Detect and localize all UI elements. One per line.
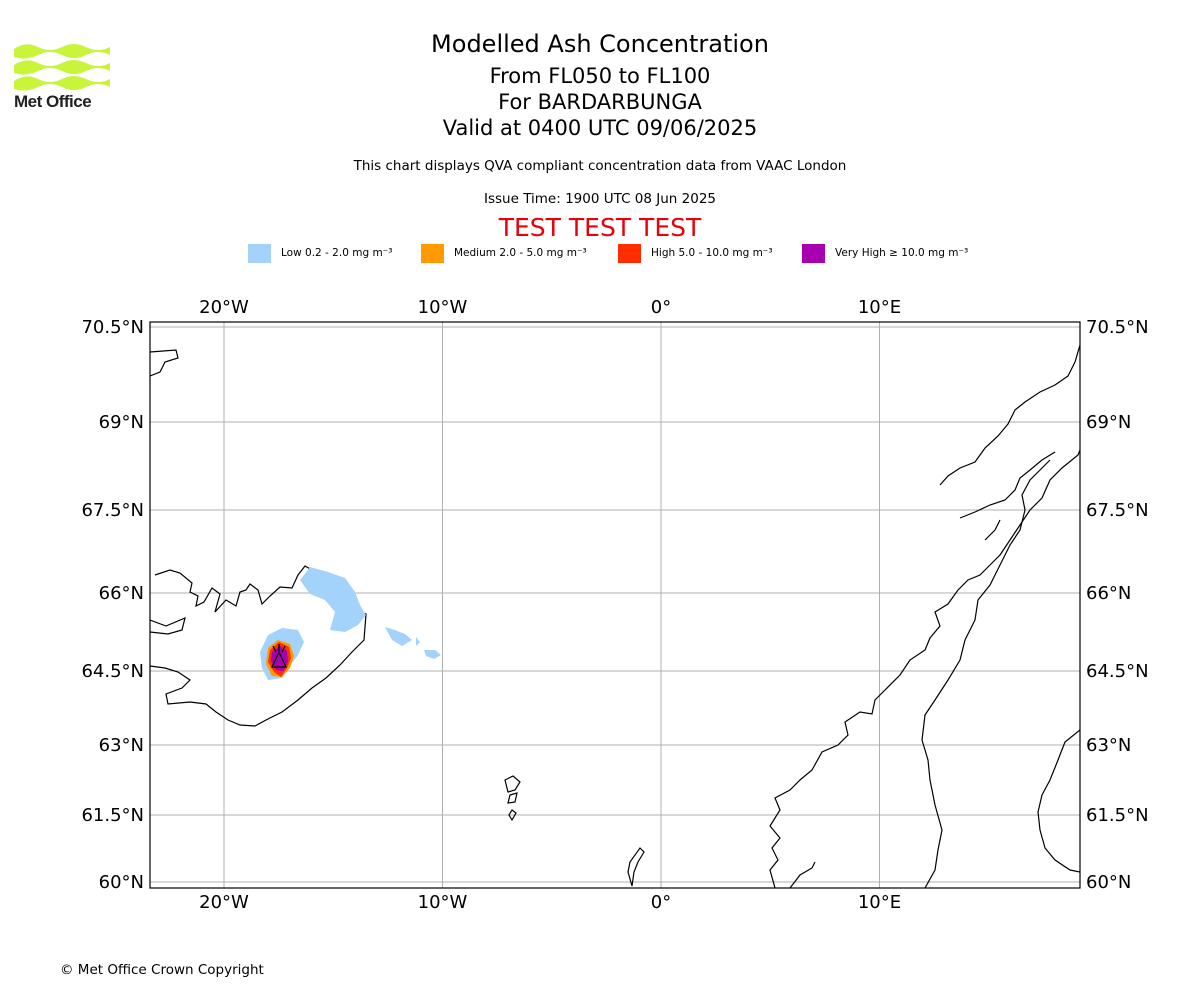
lat-tick-label-left: 64.5°N	[81, 661, 144, 682]
legend-label-medium: Medium 2.0 - 5.0 mg m⁻³	[454, 247, 587, 259]
greenland-coast	[150, 349, 179, 377]
lat-tick-label-right: 63°N	[1086, 735, 1131, 756]
lon-tick-label-top: 10°E	[858, 297, 901, 318]
ash-polygons	[260, 567, 441, 680]
lon-tick-label-top: 0°	[651, 297, 671, 318]
lat-tick-label-right: 69°N	[1086, 412, 1131, 433]
legend-label-very-high: Very High ≥ 10.0 mg m⁻³	[835, 247, 969, 259]
lat-tick-label-left: 63°N	[99, 735, 144, 756]
legend-label-high: High 5.0 - 10.0 mg m⁻³	[651, 247, 773, 259]
lat-tick-label-right: 70.5°N	[1086, 317, 1149, 338]
lat-tick-label-left: 61.5°N	[81, 805, 144, 826]
sweden-border	[921, 459, 1051, 888]
axis-tick-labels: 20°W 20°W 10°W 10°W 0° 0° 10°E 10°E 70.5°N 70.5°N…	[81, 297, 1148, 913]
lat-tick-label-right: 64.5°N	[1086, 661, 1149, 682]
legend-label-low: Low 0.2 - 2.0 mg m⁻³	[281, 247, 393, 259]
ash-low-east-patch	[385, 627, 412, 646]
valid-time: Valid at 0400 UTC 09/06/2025	[442, 116, 758, 140]
legend-item-high: High 5.0 - 10.0 mg m⁻³	[618, 243, 773, 263]
chart-title: Modelled Ash Concentration	[431, 30, 769, 58]
ash-low-north-plume	[300, 567, 366, 632]
test-banner: TEST TEST TEST	[498, 213, 702, 242]
map-background	[150, 322, 1080, 888]
lon-tick-label-bottom: 20°W	[199, 892, 249, 913]
legend-swatch-low	[248, 243, 271, 263]
legend-swatch-high	[618, 243, 641, 263]
legend-item-low: Low 0.2 - 2.0 mg m⁻³	[248, 243, 392, 263]
lat-tick-label-right: 61.5°N	[1086, 805, 1149, 826]
faroe-islands-coast	[504, 775, 521, 793]
volcano-name: For BARDARBUNGA	[498, 90, 702, 114]
lon-tick-label-top: 10°W	[418, 297, 468, 318]
legend-item-medium: Medium 2.0 - 5.0 mg m⁻³	[421, 243, 587, 263]
legend-swatch-medium	[421, 243, 444, 263]
lon-tick-label-bottom: 10°E	[858, 892, 901, 913]
lat-tick-label-left: 67.5°N	[81, 500, 144, 521]
ash-very-high	[271, 646, 288, 671]
issue-time: Issue Time: 1900 UTC 08 Jun 2025	[484, 191, 716, 207]
lat-tick-label-right: 60°N	[1086, 872, 1131, 893]
lon-tick-label-bottom: 10°W	[418, 892, 468, 913]
lat-tick-label-left: 69°N	[99, 412, 144, 433]
lat-tick-label-left: 66°N	[99, 583, 144, 604]
ash-low-east-patch-2	[416, 637, 420, 646]
legend-item-very-high: Very High ≥ 10.0 mg m⁻³	[802, 243, 968, 263]
ash-concentration-map: 20°W 20°W 10°W 10°W 0° 0° 10°E 10°E 70.5°N 70.5°N…	[81, 297, 1148, 913]
norway-coast	[769, 449, 1080, 888]
copyright-notice: © Met Office Crown Copyright	[60, 962, 264, 978]
lat-tick-label-right: 67.5°N	[1086, 500, 1149, 521]
lon-tick-label-bottom: 0°	[651, 892, 671, 913]
volcano-icon	[270, 644, 288, 668]
graticule	[150, 322, 1080, 888]
lon-tick-label-top: 20°W	[199, 297, 249, 318]
shetland-coast	[627, 847, 645, 887]
met-office-logo-icon	[14, 44, 110, 91]
map-frame	[149, 321, 1081, 889]
legend-swatch-very-high	[802, 243, 825, 263]
logo-text: Met Office	[14, 92, 92, 111]
lat-tick-label-left: 70.5°N	[81, 317, 144, 338]
ash-low-east-patch-3	[424, 650, 441, 659]
lat-tick-label-left: 60°N	[99, 872, 144, 893]
flight-level-range: From FL050 to FL100	[489, 64, 711, 88]
chart-description: This chart displays QVA compliant concen…	[353, 158, 847, 174]
lat-tick-label-right: 66°N	[1086, 583, 1131, 604]
